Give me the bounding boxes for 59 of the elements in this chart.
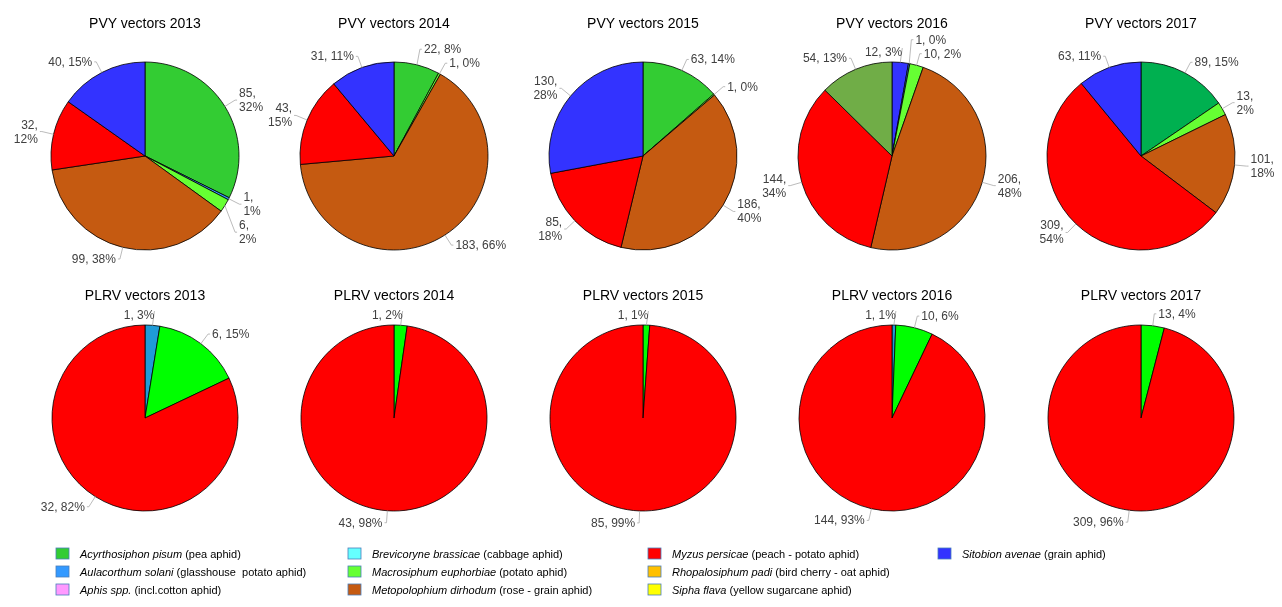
chart-title: PLRV vectors 2017 — [1080, 287, 1202, 303]
legend-label: Myzus persicae (peach - potato aphid) — [672, 548, 860, 560]
data-label: 43, 98% — [338, 515, 383, 530]
chart-title: PLRV vectors 2016 — [831, 287, 953, 303]
chart-title: PVY vectors 2016 — [836, 15, 949, 31]
chart-title: PVY vectors 2014 — [338, 15, 451, 31]
legend-label: Aphis spp. (incl.cotton aphid) — [79, 584, 222, 596]
data-label: 1, 1% — [243, 190, 262, 219]
data-label: 43, 15% — [268, 101, 293, 130]
data-label: 10, 2% — [923, 46, 962, 61]
data-label: 63, 14% — [690, 52, 736, 67]
data-label: 32, 82% — [40, 499, 86, 514]
data-label: 183, 66% — [455, 238, 507, 253]
data-label: 85, 32% — [239, 86, 264, 115]
data-label: 144, 34% — [762, 171, 787, 200]
data-label: 1, 0% — [915, 32, 947, 47]
chart-title: PVY vectors 2013 — [89, 15, 202, 31]
data-label: 1, 0% — [449, 56, 481, 71]
data-label: 1, 0% — [727, 79, 759, 94]
data-label: 6, 2% — [239, 218, 257, 247]
chart-title: PLRV vectors 2014 — [333, 287, 455, 303]
data-label: 54, 13% — [802, 51, 848, 66]
data-label: 6, 15% — [212, 327, 250, 342]
legend-label: Aulacorthum solani (glasshouse potato aphid) — [79, 566, 307, 578]
data-label: 85, 99% — [591, 515, 636, 530]
data-label: 1, 2% — [371, 308, 403, 322]
data-label: 206, 48% — [997, 171, 1023, 200]
data-label: 101, 18% — [1250, 152, 1275, 181]
data-label: 144, 93% — [814, 513, 866, 528]
legend-label: Metopolophium dirhodum (rose - grain aphid) — [372, 584, 593, 596]
legend-label: Rhopalosiphum padi (bird cherry - oat aphid) — [672, 566, 890, 578]
chart-title: PVY vectors 2017 — [1085, 15, 1198, 31]
data-label: 63, 11% — [1058, 49, 1102, 64]
data-label: 22, 8% — [423, 42, 462, 57]
data-label: 85, 18% — [538, 215, 563, 244]
data-label: 13, 2% — [1236, 88, 1255, 117]
legend-label: Sitobion avenae (grain aphid) — [962, 548, 1106, 560]
data-label: 1, 1% — [617, 308, 649, 322]
data-label: 309, 96% — [1073, 515, 1125, 530]
data-label: 32, 12% — [13, 117, 39, 146]
data-label: 186, 40% — [737, 197, 762, 226]
data-label: 13, 4% — [1158, 306, 1196, 321]
data-label: 1, 3% — [123, 308, 155, 322]
chart-title: PLRV vectors 2013 — [84, 287, 206, 303]
legend-label: Sipha flava (yellow sugarcane aphid) — [672, 584, 852, 596]
legend-label: Macrosiphum euphorbiae (potato aphid) — [372, 566, 568, 578]
data-label: 130, 28% — [533, 74, 558, 103]
data-label: 10, 6% — [921, 309, 959, 324]
data-label: 40, 15% — [48, 54, 93, 69]
data-label: 31, 11% — [310, 49, 355, 64]
chart-title: PVY vectors 2015 — [587, 15, 700, 31]
data-label: 309, 54% — [1039, 218, 1064, 247]
chart-title: PLRV vectors 2015 — [582, 287, 704, 303]
legend-label: Acyrthosiphon pisum (pea aphid) — [79, 548, 241, 560]
data-label: 99, 38% — [71, 251, 117, 266]
data-label: 1, 1% — [865, 308, 897, 322]
data-label: 12, 3% — [864, 45, 903, 59]
legend-label: Brevicoryne brassicae (cabbage aphid) — [372, 548, 563, 560]
data-label: 89, 15% — [1194, 55, 1239, 70]
